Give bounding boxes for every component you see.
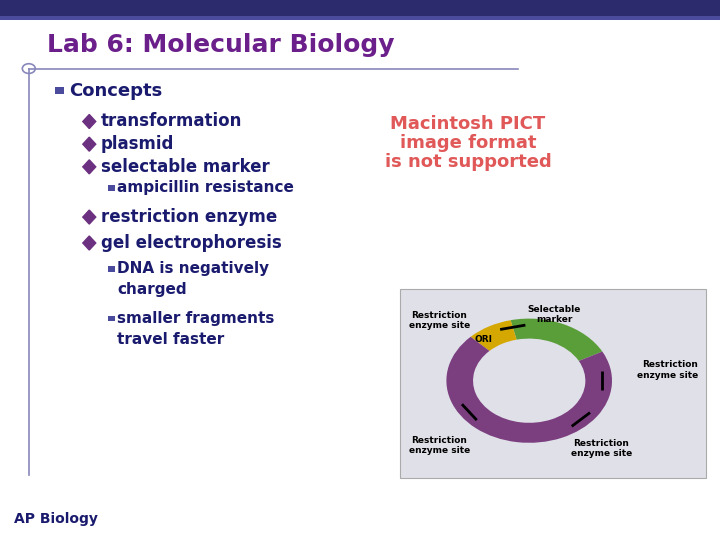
Bar bbox=[108, 316, 115, 321]
Text: travel faster: travel faster bbox=[117, 332, 225, 347]
Text: Restriction
enzyme site: Restriction enzyme site bbox=[408, 436, 470, 455]
Text: DNA is negatively: DNA is negatively bbox=[117, 261, 269, 276]
Wedge shape bbox=[510, 319, 603, 361]
Text: charged: charged bbox=[117, 282, 187, 297]
Wedge shape bbox=[446, 337, 612, 443]
Text: is not supported: is not supported bbox=[384, 153, 552, 171]
Text: ORI: ORI bbox=[474, 335, 492, 344]
Polygon shape bbox=[83, 236, 96, 250]
Text: smaller fragments: smaller fragments bbox=[117, 311, 275, 326]
Text: Restriction
enzyme site: Restriction enzyme site bbox=[408, 310, 470, 330]
Text: image format: image format bbox=[400, 134, 536, 152]
Text: plasmid: plasmid bbox=[101, 135, 174, 153]
Text: ampicillin resistance: ampicillin resistance bbox=[117, 180, 294, 195]
Text: Concepts: Concepts bbox=[69, 82, 163, 100]
Polygon shape bbox=[83, 210, 96, 224]
Bar bbox=[400, 289, 706, 478]
Polygon shape bbox=[83, 137, 96, 151]
Wedge shape bbox=[471, 320, 516, 351]
Bar bbox=[108, 266, 115, 272]
Text: Selectable
marker: Selectable marker bbox=[528, 305, 581, 325]
Text: Restriction
enzyme site: Restriction enzyme site bbox=[570, 438, 632, 458]
Bar bbox=[0, 0, 720, 19]
Bar bbox=[0, 16, 720, 20]
Text: AP Biology: AP Biology bbox=[14, 512, 98, 526]
Text: gel electrophoresis: gel electrophoresis bbox=[101, 234, 282, 252]
Bar bbox=[108, 185, 115, 191]
Text: selectable marker: selectable marker bbox=[101, 158, 269, 176]
Polygon shape bbox=[83, 160, 96, 174]
Text: transformation: transformation bbox=[101, 112, 242, 131]
Polygon shape bbox=[83, 114, 96, 129]
Text: Macintosh PICT: Macintosh PICT bbox=[390, 115, 546, 133]
Text: Lab 6: Molecular Biology: Lab 6: Molecular Biology bbox=[47, 33, 395, 57]
Text: Restriction
enzyme site: Restriction enzyme site bbox=[637, 360, 698, 380]
Text: restriction enzyme: restriction enzyme bbox=[101, 208, 277, 226]
Bar bbox=[55, 87, 65, 94]
